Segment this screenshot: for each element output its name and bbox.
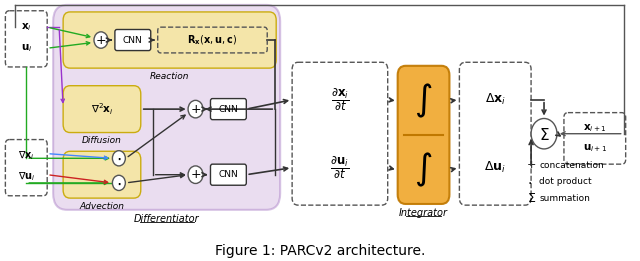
Text: $\dfrac{\partial \mathbf{u}_i}{\partial t}$: $\dfrac{\partial \mathbf{u}_i}{\partial … bbox=[330, 154, 349, 181]
Circle shape bbox=[188, 100, 203, 118]
Text: +: + bbox=[190, 103, 201, 116]
Text: Integrator: Integrator bbox=[399, 208, 448, 218]
FancyBboxPatch shape bbox=[397, 66, 449, 204]
Text: +: + bbox=[95, 33, 106, 46]
Text: CNN: CNN bbox=[123, 35, 143, 45]
Text: +: + bbox=[527, 160, 536, 170]
Text: CNN: CNN bbox=[218, 170, 238, 179]
Text: $\mathbf{u}_i$: $\mathbf{u}_i$ bbox=[20, 42, 32, 54]
Text: $\Delta\mathbf{x}_i$: $\Delta\mathbf{x}_i$ bbox=[484, 92, 506, 107]
Text: CNN: CNN bbox=[218, 105, 238, 114]
Text: +: + bbox=[190, 168, 201, 181]
Text: Differentiator: Differentiator bbox=[134, 214, 200, 224]
Text: $\cdot$: $\cdot$ bbox=[116, 174, 122, 192]
Text: summation: summation bbox=[539, 194, 590, 203]
Text: $\int$: $\int$ bbox=[414, 151, 433, 189]
Circle shape bbox=[188, 166, 203, 183]
Text: Reaction: Reaction bbox=[150, 72, 189, 81]
Text: $\nabla\mathbf{u}_i$: $\nabla\mathbf{u}_i$ bbox=[17, 171, 35, 183]
Text: $\dfrac{\partial \mathbf{x}_i}{\partial t}$: $\dfrac{\partial \mathbf{x}_i}{\partial … bbox=[331, 86, 349, 113]
Text: $\nabla\mathbf{x}_i$: $\nabla\mathbf{x}_i$ bbox=[18, 150, 35, 162]
Text: $\Sigma$: $\Sigma$ bbox=[539, 127, 549, 143]
Circle shape bbox=[94, 32, 108, 48]
Text: $\mathbf{x}_{i+1}$: $\mathbf{x}_{i+1}$ bbox=[583, 122, 607, 134]
FancyBboxPatch shape bbox=[211, 99, 246, 120]
Text: Diffusion: Diffusion bbox=[82, 136, 122, 145]
Text: Advection: Advection bbox=[79, 202, 124, 211]
FancyBboxPatch shape bbox=[53, 5, 280, 210]
Text: concatenation: concatenation bbox=[539, 161, 604, 170]
Circle shape bbox=[113, 151, 125, 166]
FancyBboxPatch shape bbox=[115, 29, 151, 51]
Text: $\cdot$: $\cdot$ bbox=[116, 150, 122, 168]
FancyBboxPatch shape bbox=[63, 151, 141, 198]
Text: $\Delta\mathbf{u}_i$: $\Delta\mathbf{u}_i$ bbox=[484, 160, 506, 175]
Text: $\mathbf{u}_{i+1}$: $\mathbf{u}_{i+1}$ bbox=[582, 142, 607, 154]
Text: $\mathbf{x}_i$: $\mathbf{x}_i$ bbox=[21, 21, 31, 33]
Text: $\Sigma$: $\Sigma$ bbox=[527, 192, 536, 205]
FancyBboxPatch shape bbox=[63, 86, 141, 133]
Circle shape bbox=[113, 175, 125, 191]
Text: dot product: dot product bbox=[539, 177, 591, 186]
Text: $\mathbf{R_x}(\mathbf{x},\mathbf{u},\mathbf{c})$: $\mathbf{R_x}(\mathbf{x},\mathbf{u},\mat… bbox=[188, 33, 237, 47]
Text: $\int$: $\int$ bbox=[414, 82, 433, 120]
Text: $\cdot$: $\cdot$ bbox=[527, 175, 532, 189]
Text: $\nabla^2\mathbf{x}_i$: $\nabla^2\mathbf{x}_i$ bbox=[91, 101, 113, 117]
FancyBboxPatch shape bbox=[211, 164, 246, 185]
FancyBboxPatch shape bbox=[63, 12, 276, 68]
Circle shape bbox=[531, 118, 557, 149]
Text: Figure 1: PARCv2 architecture.: Figure 1: PARCv2 architecture. bbox=[215, 244, 425, 258]
